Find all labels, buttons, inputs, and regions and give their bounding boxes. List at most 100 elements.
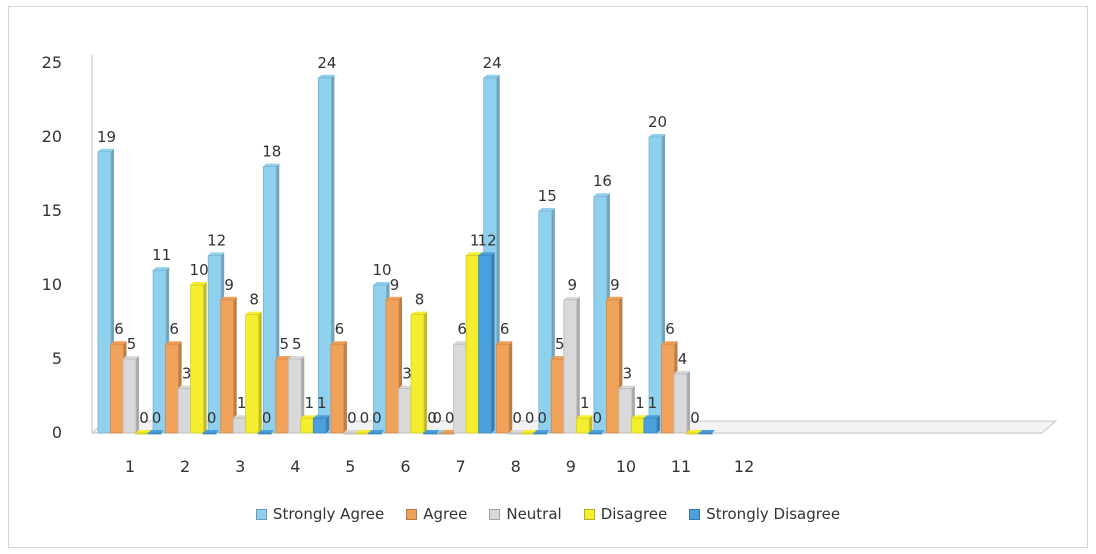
- bar-front: [648, 136, 663, 434]
- data-label: 3: [182, 365, 192, 383]
- bar-front: [207, 254, 222, 434]
- bar-top: [318, 74, 335, 78]
- bar-front: [618, 388, 633, 434]
- data-label: 20: [648, 113, 667, 131]
- bar-side: [576, 296, 580, 433]
- bar: [588, 430, 605, 435]
- data-label: 0: [432, 409, 442, 427]
- bar-top: [123, 356, 139, 359]
- bar-front: [135, 432, 149, 435]
- bar-top: [220, 296, 237, 300]
- data-label: 15: [538, 187, 557, 205]
- data-label: 0: [152, 409, 162, 427]
- bar-top: [208, 252, 225, 256]
- data-label: 6: [500, 320, 510, 338]
- legend-item: Agree: [406, 505, 467, 523]
- bar-top: [674, 370, 690, 374]
- bar-front: [606, 299, 620, 434]
- data-label: 10: [372, 261, 391, 279]
- bar-front: [342, 432, 357, 435]
- bar-front: [262, 166, 277, 434]
- data-label: 0: [262, 409, 272, 427]
- bar-front: [190, 284, 205, 434]
- bar-front: [385, 299, 400, 434]
- bar: [122, 356, 139, 434]
- y-tick-label: 25: [42, 53, 62, 72]
- x-tick-label: 9: [566, 457, 576, 476]
- data-label: 0: [512, 409, 522, 427]
- x-tick-label: 8: [511, 457, 521, 476]
- bar-top: [643, 415, 660, 419]
- bar-top: [355, 430, 372, 433]
- bar-top: [275, 356, 292, 359]
- bar-top: [300, 415, 317, 419]
- bar-front: [563, 299, 578, 434]
- bar-front: [317, 77, 332, 434]
- data-label: 0: [593, 409, 603, 427]
- bar-front: [275, 358, 290, 434]
- data-label: 5: [292, 335, 302, 353]
- bar-front: [440, 432, 455, 435]
- bar-top: [190, 282, 207, 285]
- bar-top: [386, 296, 402, 300]
- bar-front: [453, 343, 468, 434]
- bar-top: [538, 208, 555, 211]
- bar-top: [631, 415, 648, 419]
- bar-front: [465, 254, 480, 434]
- data-label: 3: [402, 365, 412, 383]
- data-label: 4: [678, 350, 688, 368]
- bar-top: [373, 282, 390, 285]
- bar-front: [661, 343, 675, 434]
- bar-side: [656, 415, 660, 433]
- bar-top: [453, 341, 470, 345]
- bar-front: [312, 417, 327, 434]
- bar-front: [550, 358, 565, 434]
- legend-swatch: [583, 508, 595, 520]
- bar: [673, 370, 690, 434]
- bar-top: [521, 430, 538, 433]
- data-label: 0: [139, 409, 149, 427]
- bar-front: [97, 151, 112, 434]
- data-label: 1: [648, 394, 658, 412]
- bar-top: [233, 415, 250, 419]
- data-label: 5: [555, 335, 565, 353]
- bar: [410, 311, 427, 434]
- bar-top: [153, 267, 170, 271]
- x-tick-label: 10: [616, 457, 636, 476]
- bar-top: [588, 430, 605, 433]
- bar-front: [410, 314, 425, 434]
- bar-top: [466, 252, 483, 256]
- legend-swatch: [255, 508, 267, 520]
- bar: [287, 356, 305, 434]
- bar: [698, 430, 715, 435]
- bar-front: [673, 373, 688, 434]
- bar-front: [110, 343, 124, 434]
- data-label: 0: [372, 409, 382, 427]
- data-label: 1: [635, 394, 645, 412]
- bar: [367, 430, 385, 435]
- bar-front: [165, 343, 180, 434]
- x-tick-label: 3: [235, 457, 245, 476]
- bar-front: [330, 343, 345, 434]
- x-tick-label: 1: [125, 457, 135, 476]
- bar-top: [508, 430, 525, 433]
- bar-side: [258, 311, 262, 433]
- bar-top: [661, 341, 678, 345]
- bar-top: [576, 415, 593, 419]
- data-label: 6: [335, 320, 345, 338]
- bar-front: [122, 358, 137, 434]
- bar-top: [478, 252, 495, 256]
- data-label: 12: [478, 231, 497, 249]
- bar-top: [148, 430, 164, 433]
- data-label: 19: [97, 128, 116, 146]
- bar-top: [135, 430, 152, 433]
- legend: Strongly Agree Agree Neutral Disagree Strong…: [0, 505, 1096, 523]
- data-label: 8: [249, 291, 259, 309]
- data-label: 0: [445, 409, 455, 427]
- data-label: 1: [580, 394, 590, 412]
- bar-top: [258, 430, 275, 433]
- x-tick-label: 6: [400, 457, 410, 476]
- bar-front: [300, 417, 315, 434]
- data-label: 9: [568, 276, 578, 294]
